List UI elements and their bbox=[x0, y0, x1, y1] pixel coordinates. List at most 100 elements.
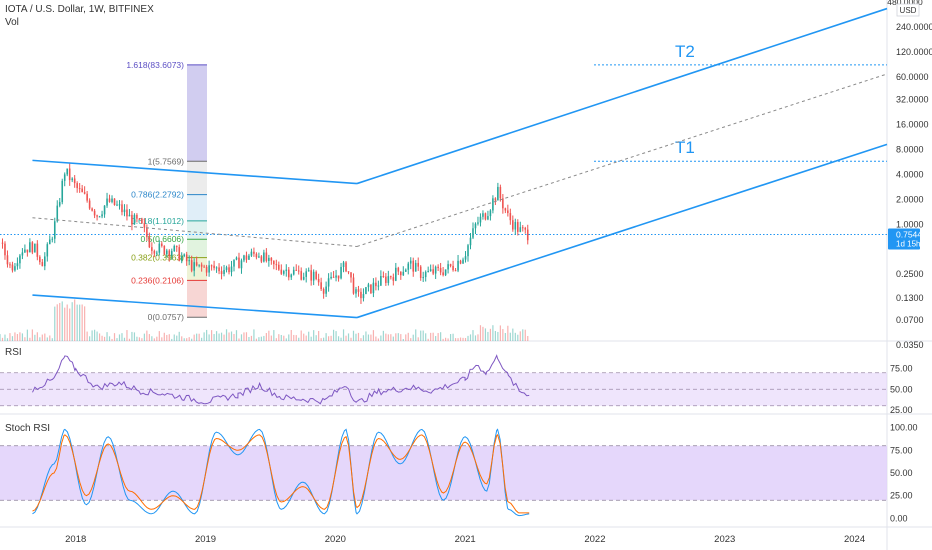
candle-body bbox=[108, 198, 111, 202]
candle-body bbox=[412, 260, 415, 272]
candle-body bbox=[347, 271, 350, 273]
candle-body bbox=[93, 210, 96, 216]
volume-bar bbox=[290, 329, 292, 341]
volume-bar bbox=[459, 337, 462, 341]
volume-bar bbox=[21, 333, 24, 341]
volume-bar bbox=[432, 332, 434, 341]
candle-body bbox=[454, 270, 457, 272]
volume-bar bbox=[330, 335, 332, 341]
channel-midline bbox=[32, 217, 358, 247]
candle-body bbox=[290, 274, 293, 278]
candle-body bbox=[437, 266, 439, 268]
time-axis-label: 2020 bbox=[325, 534, 346, 545]
volume-bar bbox=[489, 328, 492, 341]
candle-body bbox=[1, 242, 4, 244]
candle-body bbox=[46, 244, 49, 257]
stoch-axis-tick: 100.00 bbox=[890, 423, 918, 433]
volume-bar bbox=[161, 337, 163, 341]
volume-bar bbox=[74, 299, 76, 341]
candle-body bbox=[53, 221, 56, 239]
candle-body bbox=[427, 271, 429, 273]
volume-bar bbox=[111, 338, 113, 341]
fib-zone bbox=[187, 194, 207, 221]
candle-body bbox=[51, 238, 54, 240]
price-axis-tick: 4.0000 bbox=[896, 169, 924, 179]
volume-bar bbox=[499, 325, 501, 341]
volume-bar bbox=[315, 335, 317, 341]
candle-body bbox=[365, 287, 367, 295]
volume-bar bbox=[151, 336, 153, 341]
volume-bar bbox=[303, 333, 305, 341]
volume-bar bbox=[392, 336, 394, 341]
volume-bar bbox=[153, 338, 155, 341]
stoch-axis-tick: 25.00 bbox=[890, 491, 913, 501]
candle-body bbox=[116, 204, 118, 206]
volume-bar bbox=[445, 337, 447, 341]
volume-bar bbox=[440, 332, 442, 341]
volume-bar bbox=[405, 334, 407, 341]
volume-bar bbox=[352, 330, 355, 341]
volume-bar bbox=[113, 333, 116, 341]
candle-body bbox=[447, 264, 449, 270]
volume-bar bbox=[143, 333, 145, 341]
volume-bar bbox=[487, 331, 489, 341]
candle-body bbox=[136, 214, 138, 219]
volume-bar bbox=[171, 338, 173, 341]
volume-bar bbox=[186, 338, 188, 341]
candle-body bbox=[370, 284, 372, 294]
volume-bar bbox=[16, 334, 19, 341]
fib-level-label: 1(5.7569) bbox=[148, 156, 185, 166]
time-axis-label: 2024 bbox=[844, 534, 865, 545]
volume-bar bbox=[11, 336, 14, 341]
volume-bar bbox=[342, 329, 345, 341]
candle-body bbox=[432, 269, 434, 274]
volume-bar bbox=[367, 334, 370, 341]
candle-body bbox=[270, 257, 273, 261]
candle-body bbox=[11, 264, 14, 271]
volume-bar bbox=[288, 334, 290, 341]
candle-body bbox=[34, 243, 36, 253]
candle-body bbox=[213, 265, 215, 269]
candle-body bbox=[444, 269, 447, 276]
candle-body bbox=[243, 255, 245, 261]
volume-bar bbox=[228, 332, 230, 341]
volume-bar bbox=[168, 334, 170, 341]
volume-bar bbox=[158, 331, 160, 341]
volume-bar bbox=[345, 335, 347, 341]
volume-bar bbox=[133, 332, 136, 341]
candle-body bbox=[335, 275, 337, 278]
volume-bar bbox=[31, 329, 33, 341]
candle-body bbox=[263, 252, 265, 262]
candle-body bbox=[452, 265, 454, 271]
candle-body bbox=[332, 276, 335, 278]
volume-bar bbox=[524, 329, 526, 341]
candle-body bbox=[492, 198, 494, 211]
candle-body bbox=[317, 279, 320, 283]
currency-box bbox=[896, 3, 920, 17]
volume-bar bbox=[14, 332, 16, 341]
candle-body bbox=[509, 213, 512, 221]
price-axis-tick: 1.0000 bbox=[896, 219, 924, 229]
volume-bar bbox=[482, 326, 484, 341]
candle-body bbox=[205, 266, 208, 273]
candle-body bbox=[238, 257, 240, 269]
candle-body bbox=[362, 294, 365, 299]
volume-bar bbox=[365, 331, 367, 341]
volume-bar bbox=[121, 333, 123, 341]
candle-body bbox=[240, 260, 243, 269]
volume-bar bbox=[422, 330, 424, 341]
candle-body bbox=[6, 255, 9, 265]
volume-bar bbox=[1, 337, 4, 341]
fib-zone bbox=[187, 64, 207, 162]
chart-title: IOTA / U.S. Dollar, 1W, BITFINEX bbox=[5, 4, 154, 15]
candle-body bbox=[128, 214, 131, 217]
fib-level-label: 0.5(0.6606) bbox=[141, 234, 185, 244]
volume-bar bbox=[98, 333, 101, 341]
volume-bar bbox=[76, 304, 78, 341]
candle-body bbox=[300, 271, 303, 280]
candle-body bbox=[367, 284, 370, 288]
candle-body bbox=[220, 271, 223, 274]
candle-body bbox=[507, 210, 509, 214]
candle-body bbox=[489, 210, 492, 217]
